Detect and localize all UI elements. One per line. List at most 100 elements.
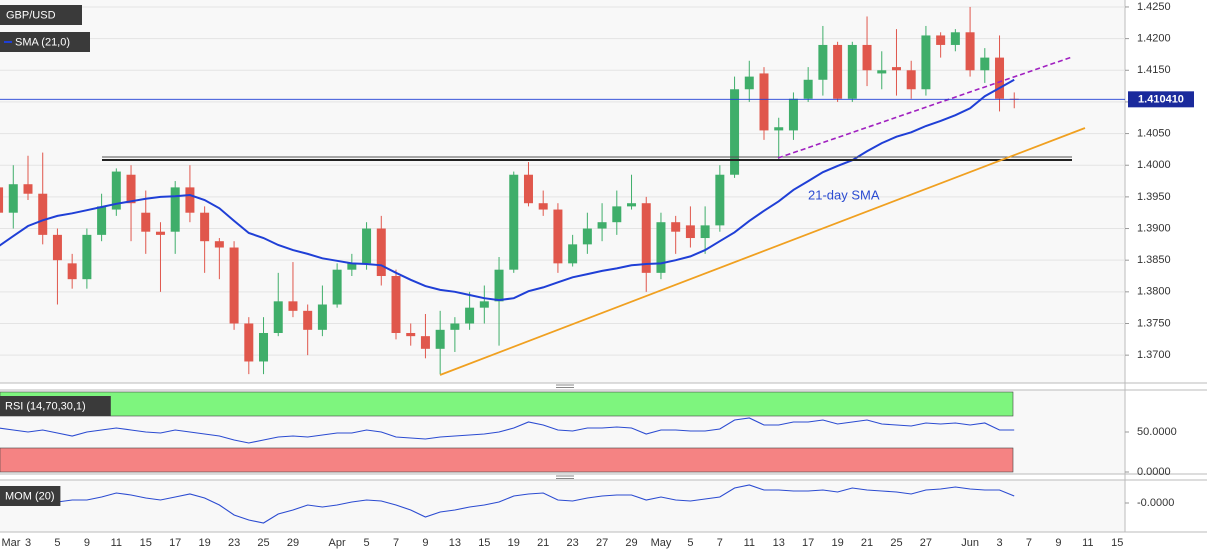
candle-body	[906, 70, 916, 90]
chart-title: GBP/USD	[6, 9, 56, 21]
price-panel	[0, 0, 1125, 383]
candle-body	[685, 225, 695, 239]
candle-body	[214, 241, 224, 248]
candle-body	[317, 304, 327, 330]
y-tick-label: 1.3850	[1137, 254, 1171, 266]
legend-tag	[0, 32, 90, 52]
x-tick-label: 23	[228, 537, 240, 549]
candle-body	[465, 307, 475, 324]
candle-body	[715, 174, 725, 226]
indicator-tag	[0, 486, 61, 506]
x-tick-label: Mar	[2, 537, 21, 549]
candle-body	[803, 79, 813, 99]
candle-body	[288, 301, 298, 311]
candle-body	[0, 187, 4, 213]
candle-body	[656, 222, 666, 273]
candle-body	[244, 323, 254, 362]
y-tick-label: 1.3900	[1137, 222, 1171, 234]
x-tick-label: 5	[687, 537, 693, 549]
x-tick-label: 11	[744, 537, 755, 549]
candle-body	[303, 310, 313, 330]
candle-body	[995, 57, 1005, 99]
candle-body	[950, 32, 960, 45]
candle-body	[141, 212, 151, 232]
x-tick-label: 15	[478, 537, 490, 549]
candle-body	[509, 174, 519, 270]
x-tick-label: 9	[422, 537, 428, 549]
x-tick-label: 15	[140, 537, 152, 549]
candle-body	[700, 225, 710, 239]
y-tick-label: 1.4050	[1137, 127, 1171, 139]
candle-body	[185, 187, 195, 213]
y-tick-label: 1.3950	[1137, 191, 1171, 203]
indicator-tag	[0, 396, 111, 416]
candle-body	[8, 184, 18, 213]
candle-body	[523, 174, 533, 204]
candle-body	[406, 332, 416, 337]
band	[0, 391, 1014, 417]
x-tick-label: 7	[717, 537, 723, 549]
candle-body	[376, 228, 386, 277]
x-tick-label: 17	[169, 537, 181, 549]
candle-body	[921, 35, 931, 90]
x-tick-label: 5	[54, 537, 60, 549]
x-tick-label: 19	[199, 537, 211, 549]
candle-body	[627, 203, 637, 207]
candle-body	[568, 244, 578, 264]
candle-body	[450, 323, 460, 330]
x-tick-label: 21	[537, 537, 549, 549]
indicator-title: RSI (14,70,30,1)	[5, 400, 86, 412]
candle-body	[420, 336, 430, 349]
x-tick-label: 19	[831, 537, 843, 549]
x-tick-label: May	[651, 537, 672, 549]
candle-body	[229, 247, 239, 324]
candle-body	[155, 231, 165, 235]
candle-body	[332, 269, 342, 305]
annotation: 21-day SMA	[808, 187, 880, 202]
resistance-trendline	[777, 56, 1073, 159]
candle-body	[259, 332, 269, 362]
candle-body	[538, 203, 548, 210]
resize-handle[interactable]	[556, 384, 574, 479]
x-tick-label: 9	[84, 537, 90, 549]
candle-body	[641, 203, 651, 273]
x-tick-label: 23	[567, 537, 579, 549]
candle-body	[847, 44, 857, 99]
candle-body	[494, 269, 504, 302]
marks	[0, 6, 1125, 524]
x-tick-label: 7	[1026, 537, 1032, 549]
candle-body	[612, 206, 622, 223]
candle-body	[818, 44, 828, 80]
last-price-box	[1128, 91, 1194, 108]
x-tick-label: 25	[890, 537, 902, 549]
y-tick-label: 1.3750	[1137, 317, 1171, 329]
x-tick-label: 5	[363, 537, 369, 549]
support-trendline	[439, 127, 1086, 376]
y-tick-label: 1.4000	[1137, 159, 1171, 171]
candle-body	[553, 209, 563, 264]
y-tick-label: 50.0000	[1137, 426, 1177, 438]
candle-body	[744, 76, 754, 90]
x-tick-label: 25	[257, 537, 269, 549]
x-tick-label: 3	[996, 537, 1002, 549]
y-tick-label: -0.0000	[1137, 497, 1174, 509]
candle-body	[111, 171, 121, 210]
x-tick-label: 29	[287, 537, 299, 549]
x-tick-label: 13	[449, 537, 461, 549]
x-tick-label: 11	[1082, 537, 1093, 549]
candle-body	[391, 276, 401, 333]
candle-body	[891, 67, 901, 71]
candle-body	[200, 212, 210, 242]
y-tick-label: 0.0000	[1137, 466, 1171, 478]
x-tick-label: 29	[625, 537, 637, 549]
candle-body	[597, 222, 607, 229]
candle-body	[774, 127, 784, 131]
candle-body	[582, 228, 592, 245]
last-price-label: 1.410410	[1138, 94, 1184, 106]
x-tick-label: 19	[508, 537, 520, 549]
candle-body	[759, 73, 769, 131]
candle-body	[788, 98, 798, 131]
x-tick-label: 9	[1055, 537, 1061, 549]
candle-body	[877, 70, 887, 74]
